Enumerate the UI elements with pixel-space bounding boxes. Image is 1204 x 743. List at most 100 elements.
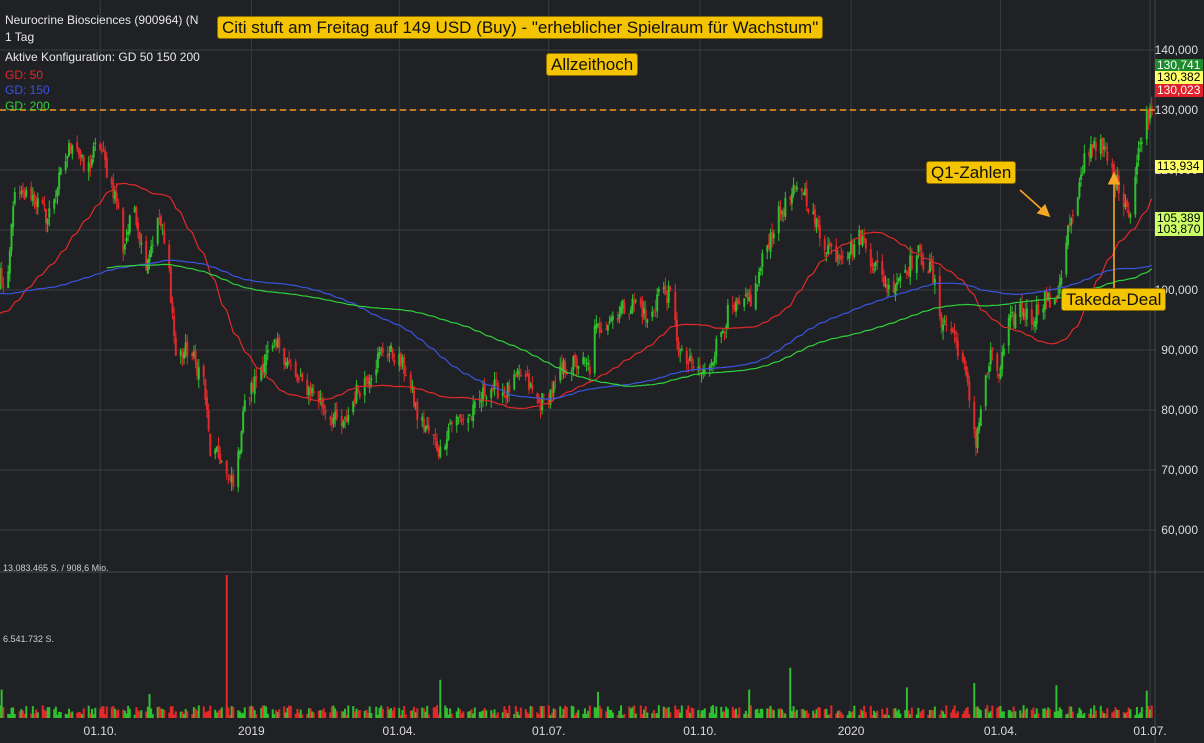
candle-body <box>45 208 48 224</box>
volume-bar <box>841 714 844 718</box>
volume-bar <box>758 713 761 718</box>
volume-bar <box>595 707 598 718</box>
candle-body <box>12 206 15 228</box>
candle-body <box>133 207 136 213</box>
volume-bar <box>779 708 782 718</box>
volume-bar <box>370 713 373 718</box>
price-label-gd50: 113,934 <box>1155 160 1203 173</box>
volume-bar <box>378 707 381 718</box>
volume-bar <box>1150 705 1153 718</box>
candle-body <box>380 349 383 352</box>
volume-bar <box>480 711 483 718</box>
volume-bar <box>388 709 391 718</box>
candle-body <box>225 460 228 474</box>
volume-bar <box>999 706 1002 718</box>
volume-bar <box>651 713 654 718</box>
volume-bar <box>76 712 79 718</box>
candle-body <box>988 366 991 372</box>
volume-bar <box>644 706 647 718</box>
volume-bar <box>986 705 989 718</box>
candle-body <box>403 356 406 375</box>
volume-max-label: 13.083.465 S. / 908,6 Mio. <box>3 563 109 573</box>
candle-body <box>1019 303 1022 318</box>
candle-body <box>209 433 212 457</box>
candle-body <box>135 207 138 226</box>
candle-body <box>30 186 33 200</box>
volume-bar <box>324 712 327 718</box>
volume-bar <box>330 706 333 718</box>
volume-bar <box>1103 713 1106 718</box>
ma-gd50-line <box>0 182 1153 409</box>
volume-bar <box>1137 714 1140 718</box>
candle-body <box>608 321 611 324</box>
candle-body <box>598 322 601 333</box>
volume-bar <box>478 711 481 718</box>
candle-body <box>973 402 976 430</box>
candle-body <box>735 301 738 312</box>
volume-bar <box>904 710 907 718</box>
candle-body <box>505 395 508 399</box>
volume-bar <box>261 705 264 718</box>
candle-body <box>710 362 713 366</box>
candle-body <box>953 330 956 335</box>
candle-body <box>1025 308 1028 320</box>
volume-bar <box>942 711 945 718</box>
volume-bar <box>485 710 488 718</box>
candle-body <box>610 317 613 322</box>
volume-bar <box>296 708 299 718</box>
volume-bar <box>399 714 402 718</box>
candle-body <box>825 252 828 254</box>
volume-bar <box>708 712 711 718</box>
candle-body <box>1066 225 1069 246</box>
candle-body <box>1081 172 1084 174</box>
volume-bar <box>956 711 959 718</box>
candle-body <box>271 345 274 349</box>
volume-bar <box>915 714 918 718</box>
candle-body <box>836 257 839 259</box>
volume-bar <box>767 708 770 718</box>
volume-bar <box>353 711 356 718</box>
candle-body <box>628 313 631 315</box>
volume-bar <box>1058 707 1061 718</box>
volume-bar <box>48 707 51 718</box>
volume-spike <box>148 693 151 718</box>
candle-body <box>299 375 302 377</box>
volume-bar <box>421 707 424 718</box>
candle-body <box>391 349 394 359</box>
candle-body <box>1065 242 1068 275</box>
candle-body <box>248 397 251 399</box>
volume-bar <box>391 710 394 718</box>
volume-bar <box>828 714 831 718</box>
candle-body <box>899 275 902 281</box>
volume-bar <box>712 705 715 718</box>
volume-bar <box>278 709 281 718</box>
candle-body <box>631 299 634 312</box>
volume-bar <box>731 707 734 718</box>
volume-bar <box>1037 713 1040 718</box>
candle-body <box>840 255 843 260</box>
candle-body <box>275 342 278 346</box>
candle-body <box>112 182 115 199</box>
volume-bar <box>112 706 115 718</box>
q1-zahlen-arrow <box>1019 189 1051 218</box>
period-label: 1 Tag <box>5 30 35 44</box>
candle-body <box>674 291 677 321</box>
volume-bar <box>725 706 728 718</box>
candle-body <box>861 235 864 246</box>
volume-bar <box>950 712 953 718</box>
volume-bar <box>909 714 912 718</box>
candle-body <box>633 300 636 304</box>
volume-bar <box>41 705 44 718</box>
candle-body <box>1137 147 1140 161</box>
candle-body <box>792 184 795 195</box>
candle-body <box>570 370 573 372</box>
x-tick-label: 2019 <box>238 724 265 738</box>
volume-bar <box>951 709 954 718</box>
volume-bar <box>459 709 462 718</box>
volume-bar <box>117 709 120 718</box>
candle-body <box>232 474 235 487</box>
candle-body <box>82 156 85 171</box>
candle-body <box>698 365 701 371</box>
volume-bar <box>961 714 964 718</box>
volume-bar <box>703 708 706 718</box>
